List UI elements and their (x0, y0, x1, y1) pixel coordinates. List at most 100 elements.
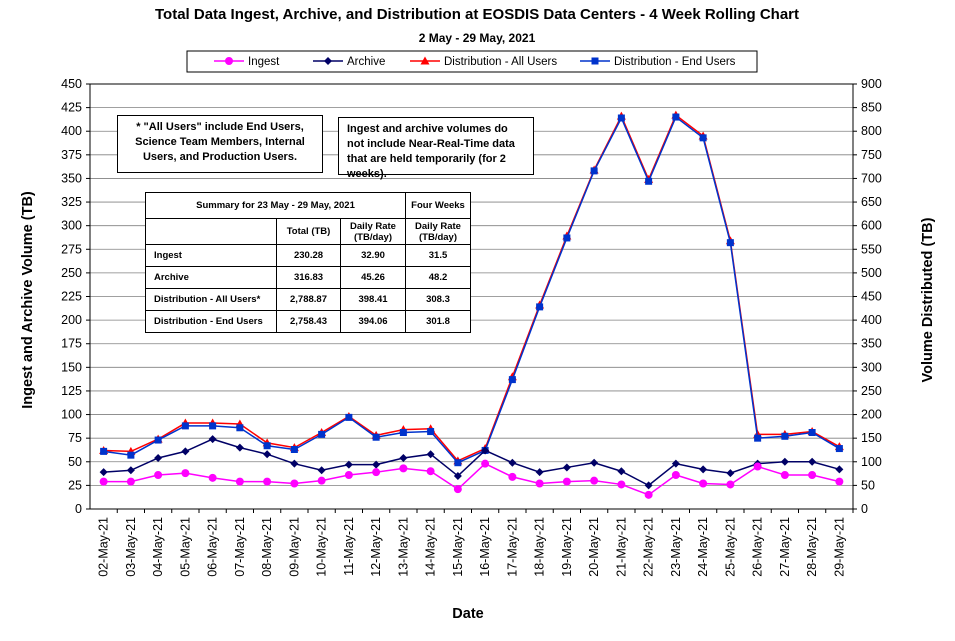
right-tick-label: 200 (861, 408, 882, 422)
right-tick-label: 300 (861, 360, 882, 374)
dist-end-point (236, 424, 244, 432)
ingest-point (317, 476, 326, 485)
archive-point (617, 467, 626, 476)
summary-total: 230.28 (276, 244, 341, 267)
chart-title: Total Data Ingest, Archive, and Distribu… (155, 6, 799, 23)
left-tick-label: 125 (61, 384, 82, 398)
series-ingest (99, 459, 844, 499)
right-tick-label: 850 (861, 101, 882, 115)
series-line (103, 462, 840, 496)
dist-end-point (427, 428, 435, 436)
dist-end-point (563, 234, 571, 242)
legend-label: Ingest (248, 56, 280, 68)
dist-end-point (100, 447, 108, 455)
archive-point (263, 450, 272, 459)
x-tick-label: 12-May-21 (369, 517, 383, 577)
dist-end-point (699, 134, 707, 142)
nrt-note: Ingest and archive volumes do not includ… (338, 117, 534, 180)
right-tick-label: 650 (861, 195, 882, 209)
archive-point (699, 465, 708, 474)
ingest-point (671, 471, 680, 479)
dist-end-point (781, 432, 789, 440)
summary-daily4: 301.8 (405, 310, 471, 333)
x-tick-label: 17-May-21 (505, 517, 519, 577)
left-tick-label: 300 (61, 219, 82, 233)
dist-end-point (154, 436, 162, 444)
ingest-point (154, 471, 163, 479)
x-tick-label: 04-May-21 (151, 517, 165, 577)
ingest-point (780, 471, 789, 479)
left-tick-label: 375 (61, 148, 82, 162)
x-tick-label: 23-May-21 (669, 517, 683, 577)
x-tick-label: 18-May-21 (533, 517, 547, 577)
x-tick-label: 03-May-21 (124, 517, 138, 577)
left-tick-label: 325 (61, 195, 82, 209)
x-tick-label: 21-May-21 (614, 517, 628, 577)
summary-table: Summary for 23 May - 29 May, 2021 Four W… (145, 192, 471, 333)
ingest-point (835, 477, 844, 486)
right-tick-label: 550 (861, 242, 882, 256)
right-tick-label: 0 (861, 502, 868, 516)
dist-end-point (536, 303, 544, 311)
ingest-point (535, 479, 544, 488)
empty-cell (145, 218, 277, 245)
archive-point (426, 450, 435, 459)
x-tick-label: 16-May-21 (478, 517, 492, 577)
archive-point (181, 447, 190, 456)
left-tick-label: 0 (75, 502, 82, 516)
ingest-point (617, 480, 626, 489)
ingest-point (208, 473, 217, 482)
left-tick-label: 275 (61, 242, 82, 256)
archive-point (453, 471, 462, 480)
archive-point (808, 457, 817, 466)
ingest-point (426, 467, 435, 476)
archive-point (780, 457, 789, 466)
dist-end-point (591, 57, 599, 65)
x-tick-label: 22-May-21 (642, 517, 656, 577)
right-y-axis: 0 50 100 150 200 250 300 350 400 450 500 550 600 650 7… (853, 77, 882, 516)
dist-end-point (508, 376, 516, 384)
right-tick-label: 450 (861, 290, 882, 304)
x-tick-label: 05-May-21 (178, 517, 192, 577)
x-axis: 02-May-21 03-May-21 04-May-21 05-May-21 06-M… (97, 509, 854, 577)
x-tick-label: 29-May-21 (832, 517, 846, 577)
ingest-point (808, 471, 817, 479)
x-tick-label: 27-May-21 (778, 517, 792, 577)
ingest-point (508, 472, 517, 481)
ingest-point (699, 479, 708, 488)
series-group (99, 110, 844, 499)
archive-point (372, 460, 381, 469)
ingest-point (726, 480, 735, 489)
archive-point (535, 468, 544, 477)
dist-end-point (590, 167, 598, 175)
dist-end-point (454, 459, 462, 467)
archive-point (344, 460, 353, 469)
archive-point (99, 468, 108, 477)
ingest-point (644, 490, 653, 499)
dist-end-point (263, 442, 271, 450)
left-tick-label: 150 (61, 360, 82, 374)
right-tick-label: 700 (861, 171, 882, 185)
ingest-point (225, 57, 233, 65)
summary-daily4: 308.3 (405, 288, 471, 311)
x-tick-label: 08-May-21 (260, 517, 274, 577)
dist-end-point (754, 434, 762, 442)
ingest-point (344, 471, 353, 479)
right-tick-label: 350 (861, 337, 882, 351)
dist-end-point (209, 422, 217, 430)
archive-point (726, 469, 735, 478)
ingest-point (562, 477, 571, 486)
right-tick-label: 400 (861, 313, 882, 327)
left-tick-label: 75 (68, 431, 82, 445)
archive-point (481, 446, 490, 455)
ingest-point (126, 477, 135, 486)
four-weeks-header: Four Weeks (405, 192, 471, 219)
right-tick-label: 250 (861, 384, 882, 398)
summary-total: 2,788.87 (276, 288, 341, 311)
daily-col-header: Daily Rate (TB/day) (340, 218, 406, 245)
right-axis-title: Volume Distributed (TB) (920, 217, 936, 382)
daily4-col-header: Daily Rate (TB/day) (405, 218, 471, 245)
right-tick-label: 600 (861, 219, 882, 233)
ingest-point (181, 469, 190, 478)
